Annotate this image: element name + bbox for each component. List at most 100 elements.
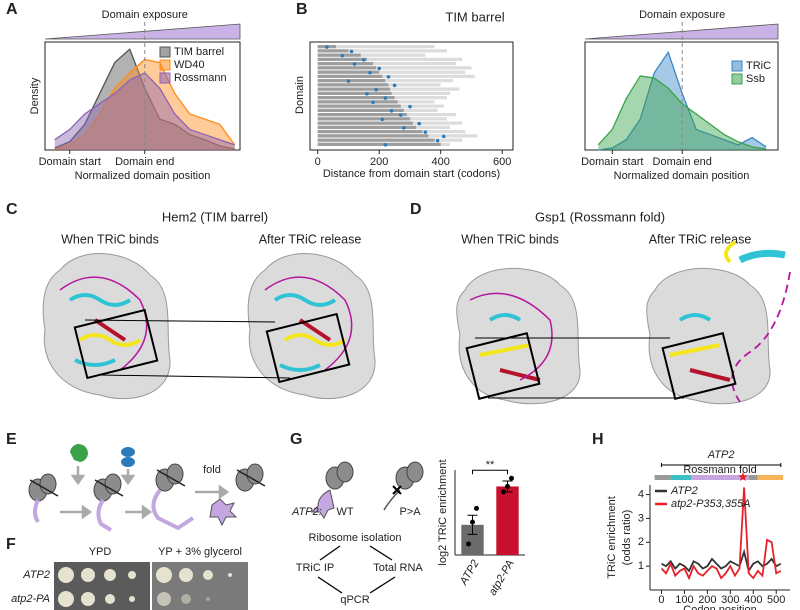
connector [84, 319, 276, 323]
condition-label: YP + 3% glycerol [158, 546, 242, 558]
step-label: Ribosome isolation [309, 532, 402, 544]
domain-bar [317, 70, 380, 74]
panel-title: Gsp1 (Rossmann fold) [535, 209, 665, 224]
variant-label: P>A [399, 506, 421, 518]
domain-bar [317, 87, 390, 91]
x-tick-label: 400 [744, 594, 762, 606]
exposure-dot [435, 138, 440, 143]
domain-bar [317, 100, 398, 104]
ribbons [59, 276, 353, 372]
strain-label: ATP2 [22, 569, 50, 581]
legend-label: ATP2 [670, 485, 698, 497]
legend-swatch [731, 60, 743, 72]
mutation-star [738, 472, 748, 482]
legend-label: WD40 [174, 59, 205, 71]
domain-bar [317, 134, 429, 138]
exposure-dot [383, 96, 388, 100]
domain-bar [317, 96, 395, 100]
panel-label: E [6, 431, 17, 448]
ssb [70, 444, 88, 462]
domain-bar [317, 83, 389, 87]
exposure-dot [365, 92, 369, 96]
domain-bar [317, 142, 441, 146]
highlight-box [73, 308, 159, 380]
x-axis-label: Normalized domain position [614, 170, 750, 182]
panel-label: B [296, 1, 308, 18]
domain-bar [317, 104, 401, 108]
replicate-point [505, 483, 510, 489]
domain-length-bar [317, 57, 463, 61]
exposure-label: Domain exposure [102, 9, 188, 21]
x-tick-label: Domain end [653, 156, 712, 168]
legend-swatch [731, 73, 743, 85]
replicate-point [501, 489, 506, 495]
enrichment-line [660, 487, 782, 581]
x-tick-label: 500 [767, 594, 785, 606]
x-tick-label: ATP2 [457, 558, 481, 588]
subtitle: When TRiC binds [461, 232, 559, 246]
x-tick-label: atp2-PA [487, 558, 517, 598]
mutation-cross [392, 485, 402, 495]
exposure-wedge [44, 23, 241, 40]
x-tick-label: 0 [315, 156, 321, 168]
domain-length-bar [317, 49, 447, 53]
x-tick-label: 200 [370, 156, 388, 168]
exposure-dot [377, 66, 382, 71]
variant-label: WT [336, 506, 353, 518]
gene-label: ATP2 [707, 449, 735, 461]
domain-bar [317, 121, 414, 125]
exposure-dot [325, 45, 329, 49]
mrna [29, 469, 266, 497]
panel-label: C [6, 201, 18, 218]
x-tick-label: 0 [658, 594, 664, 606]
y-axis-label: log2 TRiC enrichment [437, 459, 449, 565]
y-axis-label: (odds ratio) [621, 510, 633, 566]
plot-frame [309, 41, 514, 151]
gene-span [660, 463, 782, 467]
error-bar [467, 514, 478, 535]
exposure-dot [346, 79, 351, 83]
legend-label: atp2-P353,355A [671, 498, 751, 510]
chart-title: TIM barrel [445, 9, 504, 24]
domain-segment [748, 475, 758, 480]
condition-label: YPD [89, 546, 112, 558]
highlight-box [265, 312, 351, 384]
domain-bar [317, 57, 367, 61]
legend-swatch [159, 72, 171, 84]
replicate-point [466, 541, 471, 547]
subtitle: After TRiC release [259, 232, 362, 246]
legend-label: TRiC [746, 60, 771, 72]
panel-label: F [6, 536, 16, 553]
replicate-point [470, 519, 475, 525]
domain-bar [317, 91, 392, 95]
domain-bar [317, 74, 383, 78]
exposure-dot [441, 134, 446, 139]
domain-bar [317, 53, 361, 57]
panel-f: YPD YP + 3% glycerol ATP2 atp2-PA [11, 546, 248, 610]
enrichment-line [661, 548, 782, 574]
y-tick-label: 2 [638, 536, 644, 548]
x-tick-label: Domain start [581, 156, 643, 168]
connector [99, 374, 291, 379]
x-tick-label: Domain start [39, 156, 101, 168]
x-axis-label: Distance from domain start (codons) [323, 168, 500, 180]
step-label: TRiC IP [296, 562, 335, 574]
arrows [60, 466, 230, 520]
colonies [58, 567, 232, 607]
x-axis-label: Normalized domain position [75, 170, 211, 182]
plot-frame [44, 41, 241, 151]
domain-segment [670, 475, 692, 480]
highlight-box [661, 332, 737, 400]
exposure-dot [423, 130, 428, 134]
x-tick-label: 100 [675, 594, 693, 606]
x-axis-label: Codon position [683, 604, 756, 610]
y-axis-label: Domain [294, 76, 306, 114]
domain-bar [317, 138, 435, 142]
domain-length-bar [317, 66, 472, 70]
domain-bar [317, 108, 404, 112]
exposure-dot [352, 62, 357, 66]
folded-domain [209, 498, 238, 527]
ribosomes [28, 463, 264, 502]
panel-label: A [6, 1, 18, 18]
